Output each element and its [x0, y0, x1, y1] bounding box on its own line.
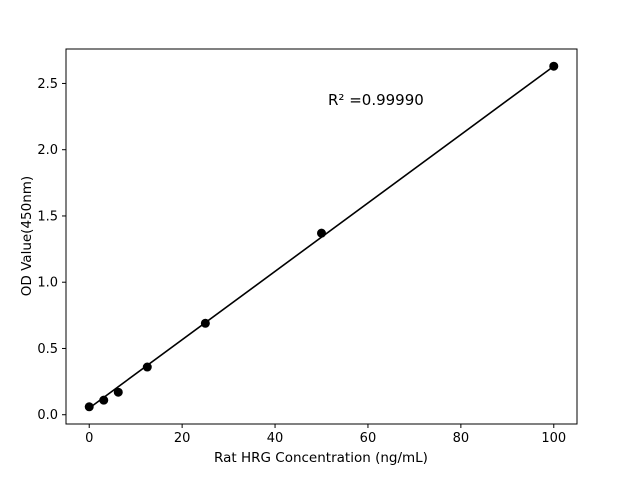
- x-tick-label: 60: [360, 431, 377, 446]
- y-tick-label: 0.0: [37, 408, 58, 423]
- y-tick-label: 0.5: [37, 342, 58, 357]
- y-tick-label: 2.5: [37, 77, 58, 92]
- data-point: [99, 395, 109, 405]
- y-tick-label: 2.0: [37, 143, 58, 158]
- y-tick-label: 1.0: [37, 276, 58, 291]
- data-point: [549, 61, 559, 71]
- data-point: [142, 362, 152, 372]
- x-tick-label: 20: [174, 431, 191, 446]
- data-point: [200, 318, 210, 328]
- x-tick-label: 100: [541, 431, 566, 446]
- r-squared-annotation: R² =0.99990: [328, 91, 424, 109]
- plot-frame: [65, 48, 578, 425]
- data-point: [84, 402, 94, 412]
- x-tick-label: 0: [85, 431, 93, 446]
- data-point: [113, 387, 123, 397]
- x-axis-label: Rat HRG Concentration (ng/mL): [214, 450, 428, 466]
- x-tick-label: 80: [453, 431, 470, 446]
- y-tick-label: 1.5: [37, 209, 58, 224]
- data-point: [317, 228, 326, 238]
- x-tick-label: 40: [267, 431, 284, 446]
- y-axis-label: OD Value(450nm): [19, 176, 35, 296]
